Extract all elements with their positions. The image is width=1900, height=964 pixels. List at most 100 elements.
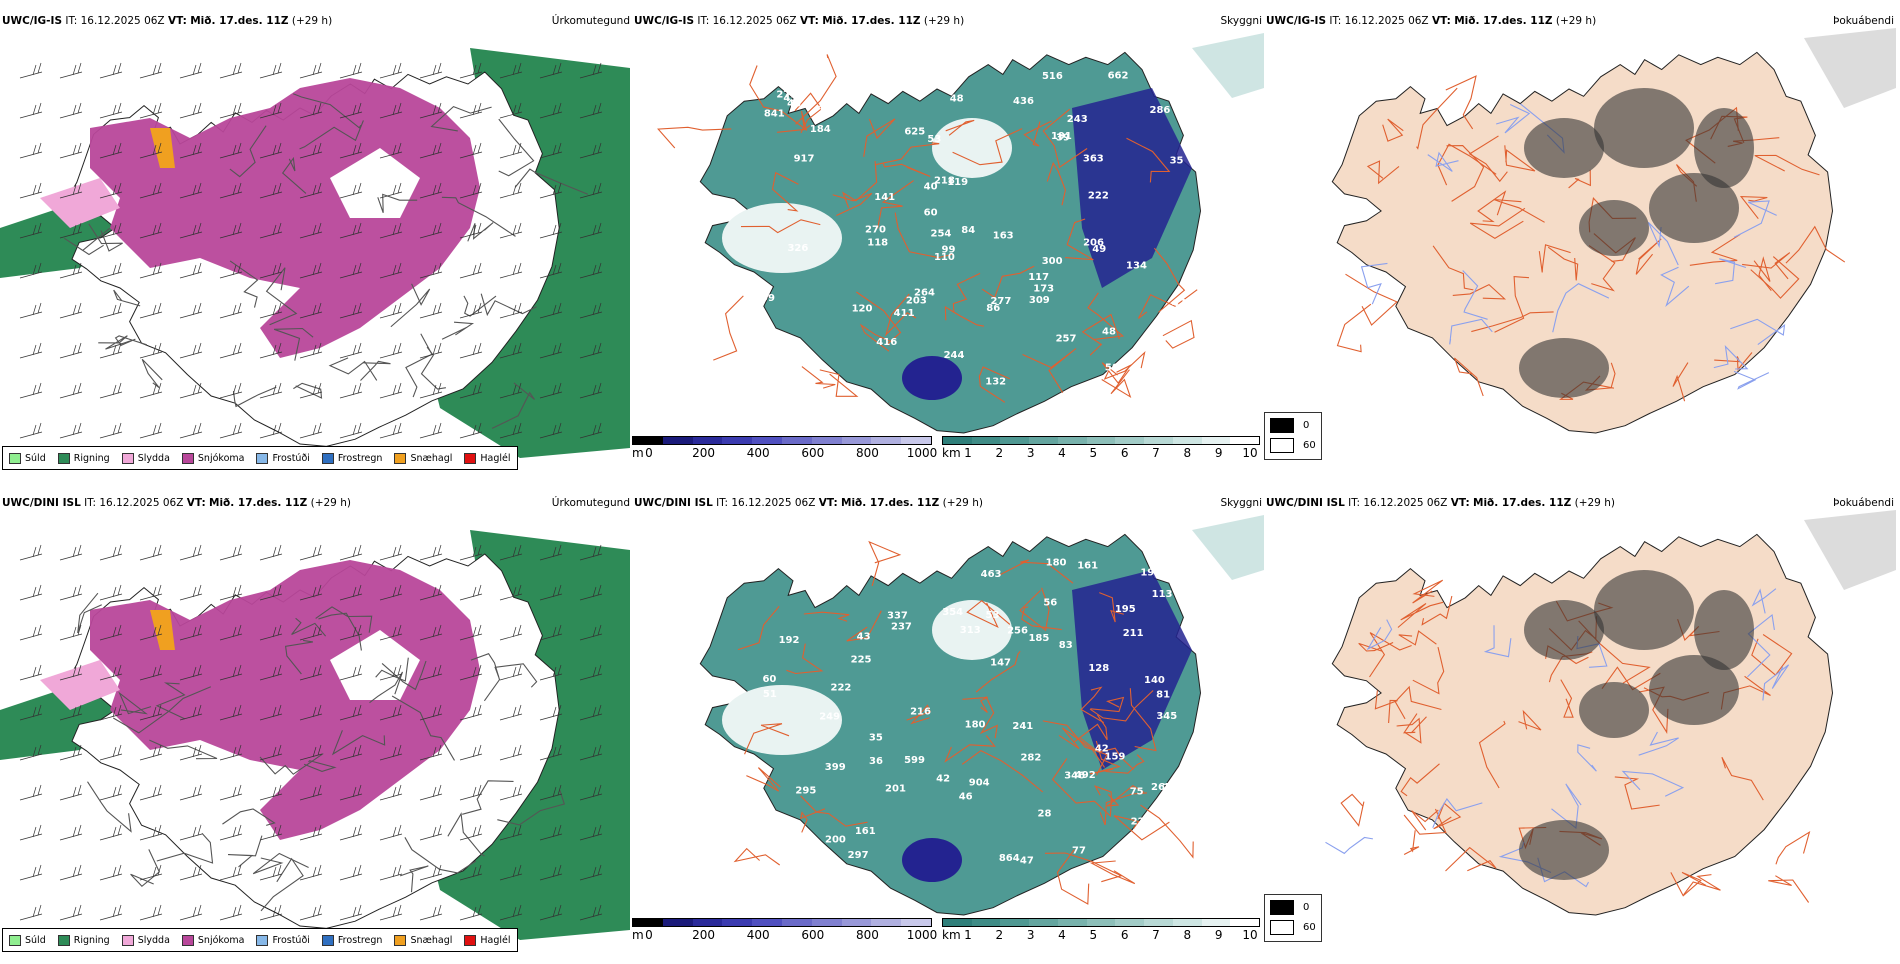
visibility-label: 841 bbox=[764, 109, 785, 120]
colorbar-segment bbox=[781, 919, 812, 926]
visibility-map: 237 140 185 81 216 265 599 180 75 195 225 159 128 201… bbox=[632, 510, 1264, 930]
legend-label: Slydda bbox=[137, 934, 170, 946]
legend-swatch bbox=[321, 934, 334, 946]
legend-item: Snjókoma bbox=[181, 934, 244, 946]
visibility-label: 257 bbox=[1056, 333, 1077, 344]
visibility-label: 51 bbox=[763, 689, 777, 700]
colorbar-tick: 3 bbox=[1026, 928, 1035, 942]
visibility-label: 249 bbox=[819, 712, 840, 723]
colorbar-tick: 600 bbox=[801, 928, 825, 942]
colorbar-segment bbox=[1057, 919, 1087, 926]
init-time: 16.12.2025 06Z bbox=[1363, 497, 1448, 509]
visibility-label: 203 bbox=[906, 295, 927, 306]
legend-swatch bbox=[57, 452, 70, 464]
precip-type-map bbox=[0, 510, 630, 956]
colorbar-segment bbox=[841, 919, 872, 926]
model-name: UWC/DINI ISL bbox=[2, 497, 81, 509]
visibility-label: 242 bbox=[1162, 783, 1183, 794]
visibility-label: 904 bbox=[969, 777, 990, 788]
visibility-label: 47 bbox=[1020, 855, 1034, 866]
visibility-label: 229 bbox=[1131, 817, 1152, 828]
visibility-label: 39 bbox=[1056, 133, 1070, 144]
visibility-label: 309 bbox=[1029, 295, 1050, 306]
visibility-label: 222 bbox=[1088, 191, 1109, 202]
legend-label: Frostregn bbox=[337, 452, 383, 464]
visibility-label: 222 bbox=[830, 682, 851, 693]
colorbar-tick: 9 bbox=[1214, 446, 1223, 460]
visibility-label: 256 bbox=[1007, 625, 1028, 636]
legend-item: Súld bbox=[9, 934, 46, 946]
visibility-label: 399 bbox=[825, 762, 846, 773]
legend-item: Haglél bbox=[464, 452, 511, 464]
model-name: UWC/DINI ISL bbox=[1266, 497, 1345, 509]
visibility-label: 40 bbox=[924, 182, 938, 193]
precip-legend: Súld Rigning Slydda Snjókoma Frostúði Frostre… bbox=[2, 446, 518, 470]
visibility-label: 436 bbox=[1013, 96, 1034, 107]
init-label: IT: bbox=[84, 497, 97, 509]
colorbar-segment bbox=[1000, 919, 1030, 926]
panel-title: Skyggni bbox=[1220, 15, 1263, 27]
visibility-label: 411 bbox=[894, 308, 915, 319]
legend-label: Haglél bbox=[480, 934, 511, 946]
lead-time: (+29 h) bbox=[1555, 15, 1597, 27]
colorbar-tick: 400 bbox=[746, 446, 770, 460]
legend-label: Rigning bbox=[73, 452, 110, 464]
visibility-label: 243 bbox=[1067, 114, 1088, 125]
legend-item: Rigning bbox=[57, 934, 110, 946]
valid-label: VT: bbox=[186, 497, 206, 509]
fog-legend-label: 0 bbox=[1303, 902, 1310, 913]
visibility-label: 50 bbox=[1105, 362, 1119, 373]
panel-header: UWC/IG-IS IT: 16.12.2025 06Z VT: Mið. 17… bbox=[1266, 15, 1894, 27]
colorbar-segment bbox=[1115, 437, 1145, 444]
legend-swatch bbox=[121, 934, 134, 946]
visibility-label: 43 bbox=[857, 631, 871, 642]
legend-swatch bbox=[464, 452, 477, 464]
colorbar-tick: 4 bbox=[1058, 928, 1066, 942]
visibility-label: 140 bbox=[1144, 675, 1165, 686]
visibility-label: 216 bbox=[910, 707, 931, 718]
precip-type-panel-row0: UWC/IG-IS IT: 16.12.2025 06Z VT: Mið. 17… bbox=[0, 12, 632, 482]
visibility-label: 192 bbox=[779, 635, 800, 646]
legend-swatch bbox=[57, 934, 70, 946]
visibility-label: 141 bbox=[874, 192, 895, 203]
colorbar-segment bbox=[971, 437, 1001, 444]
visibility-label: 225 bbox=[851, 654, 872, 665]
visibility-label: 99 bbox=[941, 245, 955, 256]
visibility-label: 363 bbox=[1083, 153, 1104, 164]
colorbar-tick: 400 bbox=[746, 928, 770, 942]
model-name: UWC/IG-IS bbox=[1266, 15, 1327, 27]
visibility-label: 345 bbox=[1156, 711, 1177, 722]
colorbar-segment bbox=[662, 437, 693, 444]
legend-label: Súld bbox=[25, 934, 46, 946]
visibility-label: 244 bbox=[884, 560, 905, 571]
legend-swatch bbox=[181, 934, 194, 946]
valid-time: Mið. 17.des. 11Z bbox=[822, 15, 921, 27]
colorbar-tick: 1000 bbox=[906, 446, 938, 460]
colorbar-segment bbox=[901, 437, 931, 444]
legend-label: Frostregn bbox=[337, 934, 383, 946]
legend-label: Súld bbox=[25, 452, 46, 464]
visibility-label: 200 bbox=[825, 834, 846, 845]
visibility-label: 326 bbox=[787, 243, 808, 254]
colorbar-segment bbox=[722, 919, 753, 926]
visibility-label: 110 bbox=[934, 252, 955, 263]
colorbar-segment bbox=[901, 919, 931, 926]
visibility-label: 117 bbox=[1028, 272, 1049, 283]
panel-title: Úrkomutegund bbox=[551, 15, 630, 27]
visibility-label: 161 bbox=[1077, 561, 1098, 572]
visibility-label: 132 bbox=[985, 377, 1006, 388]
panel-header: UWC/DINI ISL IT: 16.12.2025 06Z VT: Mið.… bbox=[634, 497, 1262, 509]
panel-title: Þokuábendi bbox=[1833, 15, 1894, 27]
colorbar-segment bbox=[1115, 919, 1145, 926]
colorbar-strip bbox=[632, 918, 932, 927]
visibility-label: 286 bbox=[1150, 105, 1171, 116]
init-label: IT: bbox=[1329, 15, 1342, 27]
colorbar-tick: 1 bbox=[964, 928, 972, 942]
legend-swatch bbox=[9, 934, 21, 946]
colorbar-segment bbox=[971, 919, 1001, 926]
valid-label: VT: bbox=[1431, 15, 1451, 27]
visibility-panel-row1: UWC/DINI ISL IT: 16.12.2025 06Z VT: Mið.… bbox=[632, 494, 1264, 964]
visibility-label: 218 bbox=[934, 175, 955, 186]
colorbar-tick: 8 bbox=[1183, 446, 1192, 460]
colorbar-tick: 8 bbox=[1183, 928, 1192, 942]
